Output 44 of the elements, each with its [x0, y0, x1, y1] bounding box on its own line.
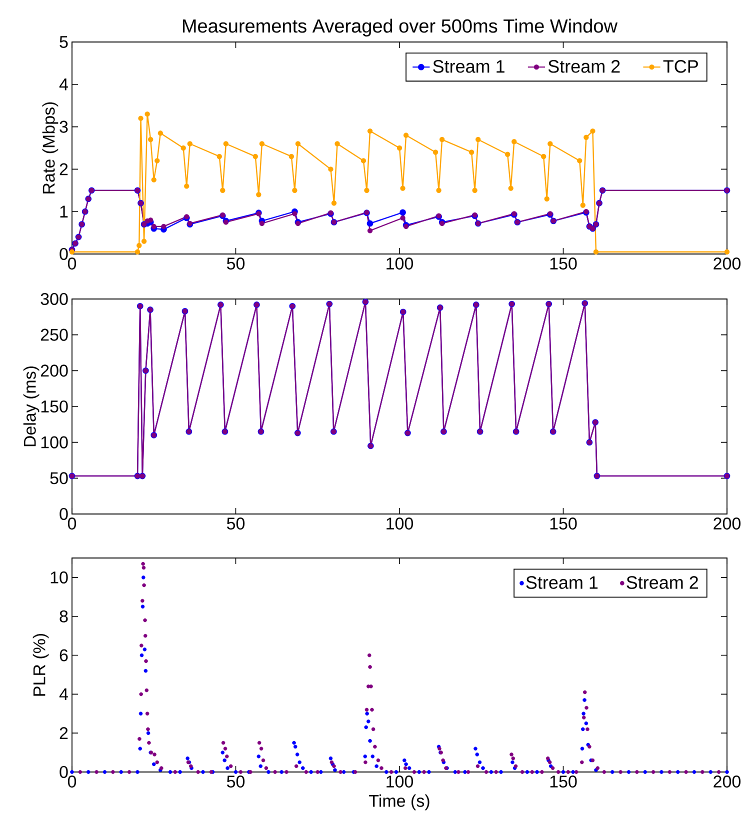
x-tick-label: 50: [226, 776, 245, 788]
y-axis-title: Delay (ms): [23, 366, 40, 446]
y-tick-label: 0: [60, 508, 68, 520]
y-axis-title: PLR (%): [32, 634, 49, 696]
y-tick-label: 4: [59, 688, 68, 700]
x-axis-title: Time (s): [369, 794, 430, 810]
y-tick-label: 0: [60, 248, 68, 260]
legend-label: TCP: [663, 60, 698, 73]
x-tick-label: 0: [68, 258, 76, 270]
legend-label: Stream 2: [548, 60, 620, 73]
y-tick-label: 300: [40, 292, 68, 306]
y-tick-label: 100: [41, 436, 68, 448]
x-tick-label: 150: [550, 518, 577, 530]
y-tick-label: 3: [60, 120, 68, 133]
y-tick-label: 150: [41, 400, 68, 413]
x-tick-label: 0: [68, 518, 76, 530]
legend-label: Stream 1: [433, 60, 504, 73]
y-axis-title: Rate (Mbps): [42, 102, 58, 194]
x-tick-label: 0: [68, 776, 76, 788]
x-tick-label: 50: [226, 518, 245, 530]
x-tick-label: 100: [386, 518, 414, 530]
x-tick-label: 100: [386, 258, 414, 270]
x-tick-label: 200: [714, 518, 741, 530]
y-tick-label: 0: [60, 766, 68, 778]
y-tick-label: 4: [59, 78, 68, 90]
y-tick-label: 50: [50, 472, 68, 484]
x-tick-label: 100: [386, 776, 414, 788]
y-tick-label: 2: [60, 727, 68, 740]
x-tick-label: 150: [550, 258, 577, 270]
legend-label: Stream 2: [626, 576, 698, 589]
legend-label: Stream 1: [526, 576, 598, 589]
y-tick-label: 200: [40, 364, 68, 377]
chart-title: Measurements Averaged over 500ms Time Window: [182, 18, 618, 36]
x-tick-label: 200: [714, 776, 741, 788]
y-tick-label: 2: [60, 163, 68, 176]
x-tick-label: 150: [550, 776, 577, 788]
y-tick-label: 8: [60, 610, 68, 622]
x-tick-label: 200: [714, 258, 741, 270]
y-tick-label: 6: [60, 649, 68, 662]
y-tick-label: 10: [50, 571, 68, 584]
y-tick-label: 250: [40, 328, 68, 341]
x-tick-label: 50: [226, 258, 245, 270]
y-tick-label: 1: [60, 206, 68, 218]
y-tick-label: 5: [60, 36, 68, 48]
